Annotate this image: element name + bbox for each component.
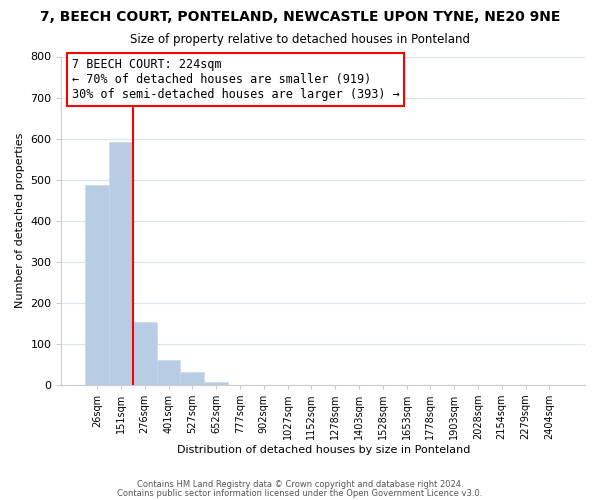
Y-axis label: Number of detached properties: Number of detached properties — [15, 133, 25, 308]
Bar — [109, 142, 133, 385]
Text: Contains HM Land Registry data © Crown copyright and database right 2024.: Contains HM Land Registry data © Crown c… — [137, 480, 463, 489]
Bar — [157, 360, 181, 385]
Text: Contains public sector information licensed under the Open Government Licence v3: Contains public sector information licen… — [118, 488, 482, 498]
Bar — [204, 382, 228, 385]
Bar — [181, 372, 204, 385]
Text: 7 BEECH COURT: 224sqm
← 70% of detached houses are smaller (919)
30% of semi-det: 7 BEECH COURT: 224sqm ← 70% of detached … — [72, 58, 400, 101]
Text: Size of property relative to detached houses in Ponteland: Size of property relative to detached ho… — [130, 32, 470, 46]
X-axis label: Distribution of detached houses by size in Ponteland: Distribution of detached houses by size … — [176, 445, 470, 455]
Bar — [85, 185, 109, 385]
Text: 7, BEECH COURT, PONTELAND, NEWCASTLE UPON TYNE, NE20 9NE: 7, BEECH COURT, PONTELAND, NEWCASTLE UPO… — [40, 10, 560, 24]
Bar — [133, 322, 157, 385]
